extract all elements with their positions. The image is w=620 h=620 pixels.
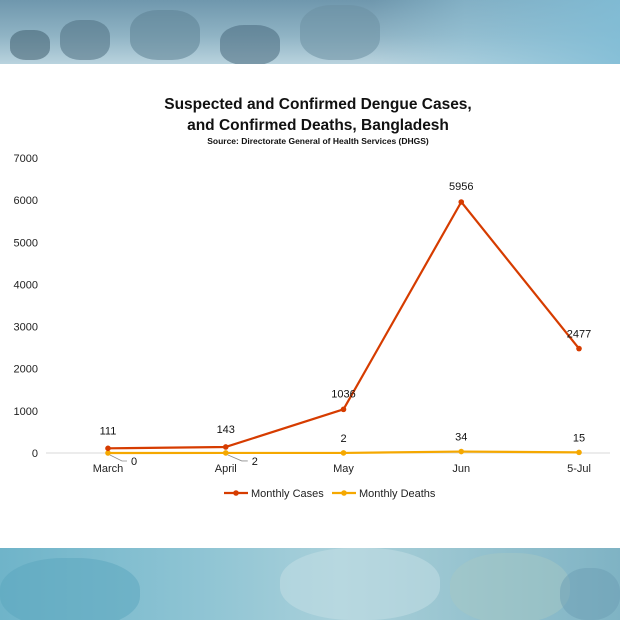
y-tick-label: 7000 [14, 153, 38, 165]
data-point-cases [340, 406, 347, 413]
legend-swatch-marker [341, 490, 347, 496]
data-label-cases: 143 [217, 424, 235, 436]
chart-subtitle: Source: Directorate General of Health Se… [207, 136, 429, 146]
data-point-deaths [340, 450, 347, 456]
x-tick-label: April [215, 463, 237, 475]
data-label-deaths: 34 [455, 432, 467, 444]
x-tick-label: May [333, 463, 354, 475]
chart-title-line2: and Confirmed Deaths, Bangladesh [187, 117, 449, 134]
x-axis: March April May Jun 5-Jul [93, 463, 591, 475]
x-tick-label: 5-Jul [567, 463, 591, 475]
data-point-cases [105, 445, 111, 452]
leader-line [109, 454, 127, 462]
legend-item-monthly-deaths: Monthly Deaths [332, 488, 436, 500]
legend: Monthly Cases Monthly Deaths [224, 488, 436, 500]
legend-swatch-marker [233, 490, 239, 496]
legend-label: Monthly Cases [251, 488, 324, 500]
y-tick-label: 4000 [14, 279, 38, 291]
data-point-cases [576, 345, 582, 352]
data-label-deaths: 2 [252, 456, 258, 468]
data-point-deaths [105, 450, 111, 456]
data-point-deaths [576, 449, 582, 456]
data-point-deaths [222, 450, 229, 456]
y-tick-label: 0 [32, 448, 38, 460]
data-label-cases: 2477 [567, 329, 591, 341]
series-layer [105, 199, 582, 456]
chart-container: Suspected and Confirmed Dengue Cases, an… [0, 64, 620, 548]
data-label-cases: 1036 [331, 388, 355, 400]
x-tick-label: Jun [452, 463, 470, 475]
top-photo-banner [0, 0, 620, 64]
line-chart: Suspected and Confirmed Dengue Cases, an… [14, 96, 610, 500]
data-point-cases [458, 199, 465, 205]
data-label-cases: 5956 [449, 181, 473, 193]
y-tick-label: 6000 [14, 195, 38, 207]
legend-item-monthly-cases: Monthly Cases [224, 488, 324, 500]
data-point-deaths [458, 448, 465, 455]
data-point-cases [222, 444, 229, 450]
y-axis: 0 1000 2000 3000 4000 5000 6000 7000 [14, 153, 610, 460]
data-labels: 111 143 1036 5956 2477 0 2 2 34 15 [100, 181, 592, 468]
data-label-cases: 111 [100, 425, 117, 437]
data-label-deaths: 15 [573, 432, 585, 444]
data-label-deaths: 0 [131, 456, 137, 468]
x-tick-label: March [93, 463, 124, 475]
y-tick-label: 1000 [14, 406, 38, 418]
leader-line [227, 454, 248, 462]
y-tick-label: 3000 [14, 322, 38, 334]
y-tick-label: 2000 [14, 364, 38, 376]
chart-title: Suspected and Confirmed Dengue Cases, [164, 96, 472, 113]
y-tick-label: 5000 [14, 237, 38, 249]
data-label-deaths: 2 [340, 433, 346, 445]
bottom-photo-banner [0, 548, 620, 620]
legend-label: Monthly Deaths [359, 488, 436, 500]
